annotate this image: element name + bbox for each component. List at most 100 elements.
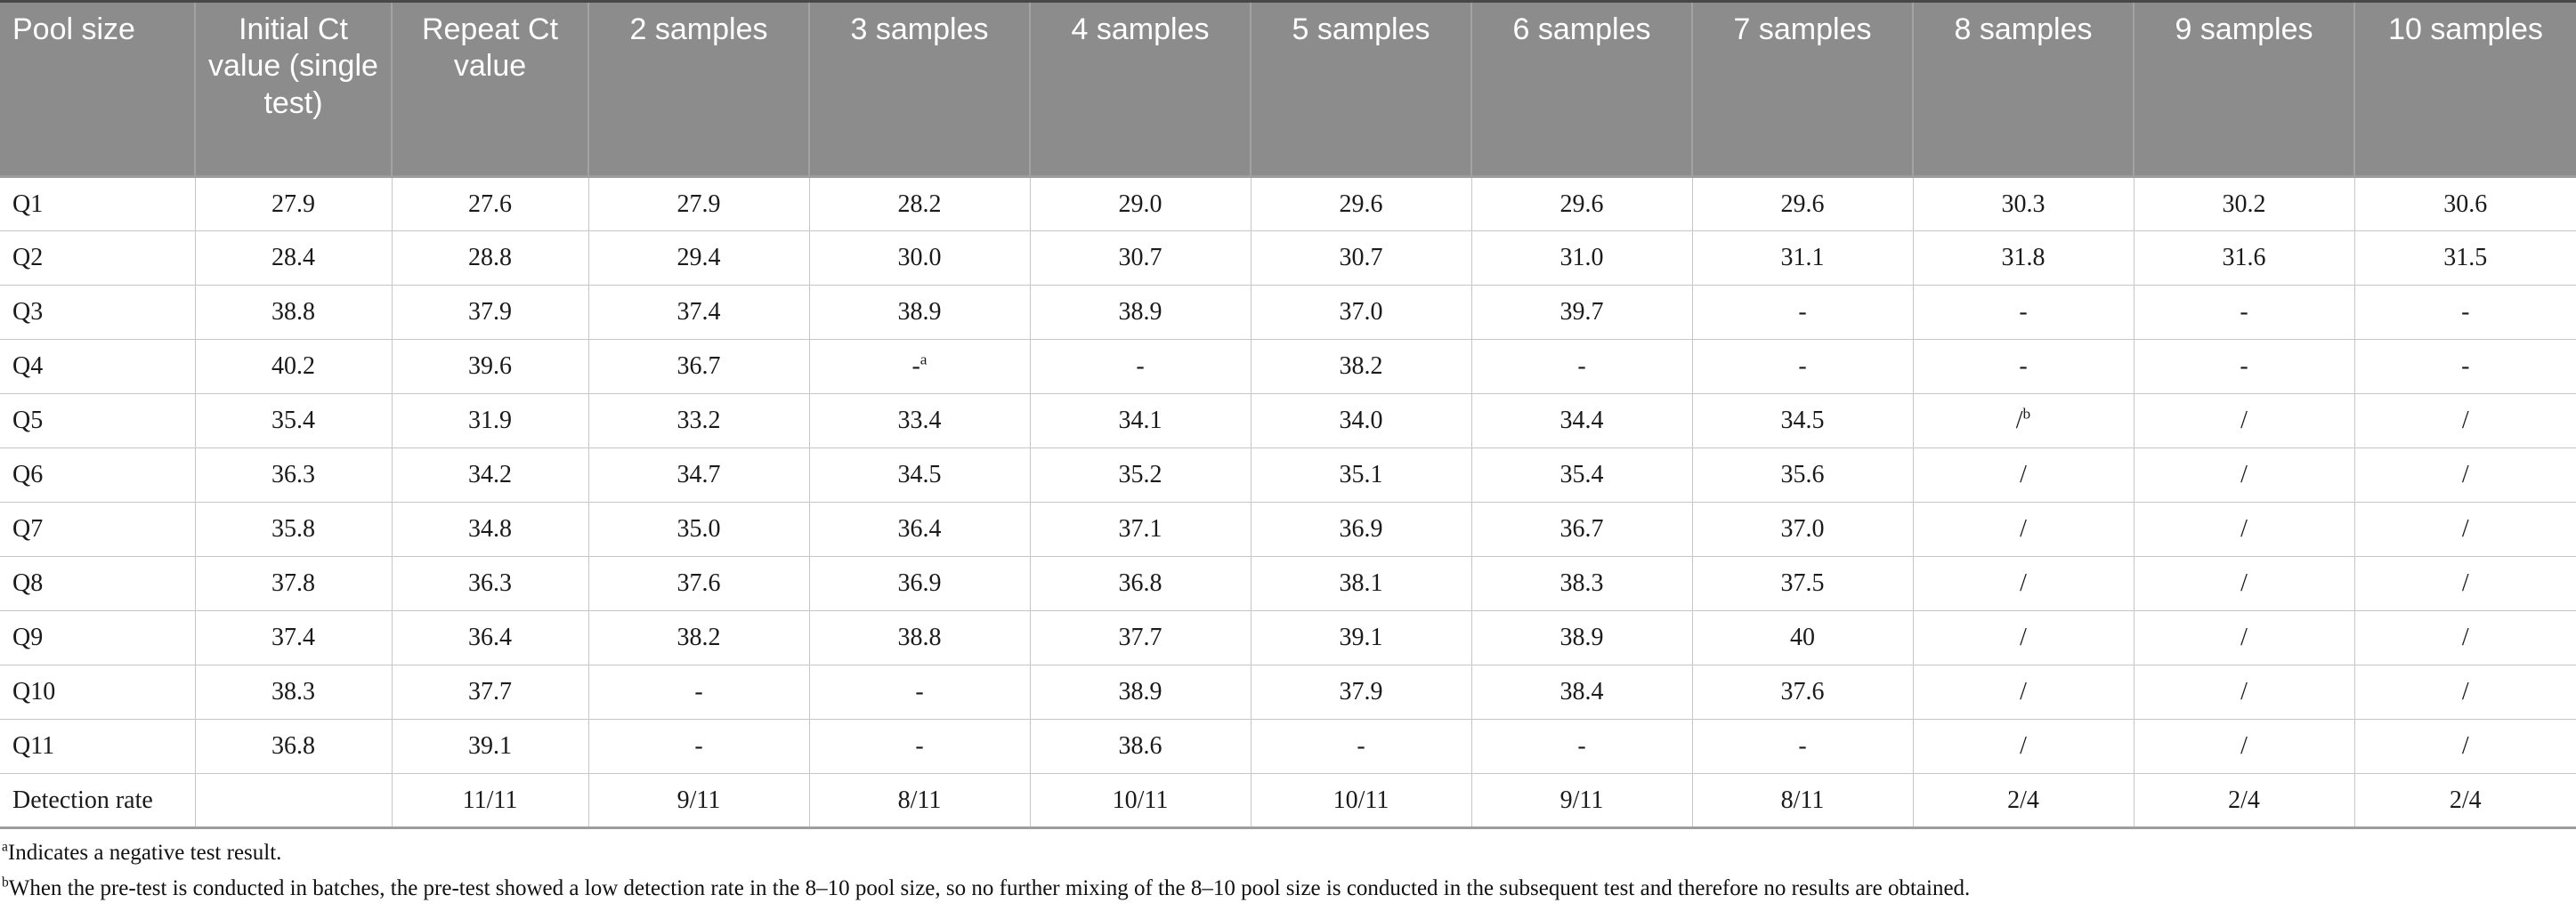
value-cell: - bbox=[2133, 285, 2355, 340]
footnote-b-text: When the pre-test is conducted in batche… bbox=[8, 875, 1971, 900]
value-cell: 37.1 bbox=[1029, 502, 1252, 557]
value-cell: 27.9 bbox=[587, 176, 810, 231]
footnote-a: aIndicates a negative test result. bbox=[2, 838, 2574, 868]
value-cell: / bbox=[2353, 447, 2576, 503]
value-cell: - bbox=[587, 665, 810, 720]
value-cell: 39.1 bbox=[1250, 610, 1472, 665]
value-cell: 39.7 bbox=[1470, 285, 1693, 340]
value-cell: 34.7 bbox=[587, 447, 810, 503]
value-cell: 37.4 bbox=[194, 610, 393, 665]
value-cell bbox=[194, 773, 393, 828]
table-row: Detection rate 11/11 9/11 8/11 10/11 10/11 9/1… bbox=[0, 773, 2576, 828]
value-cell: - bbox=[1691, 719, 1914, 774]
table-row: Q9 37.4 36.4 38.2 38.8 37.7 39.1 38.9 40// / bbox=[0, 610, 2576, 665]
value-cell: 37.7 bbox=[1029, 610, 1252, 665]
value-cell: 38.1 bbox=[1250, 556, 1472, 611]
value-cell: - bbox=[2353, 285, 2576, 340]
value-cell: 36.9 bbox=[1250, 502, 1472, 557]
value-cell: 29.0 bbox=[1029, 176, 1252, 231]
value-cell: 30.7 bbox=[1029, 230, 1252, 286]
value-cell: 29.6 bbox=[1250, 176, 1472, 231]
value-cell: 38.9 bbox=[1029, 285, 1252, 340]
value-cell: / bbox=[2133, 502, 2355, 557]
value-cell: 37.5 bbox=[1691, 556, 1914, 611]
value-cell: 35.1 bbox=[1250, 447, 1472, 503]
value-cell: 31.0 bbox=[1470, 230, 1693, 286]
row-label-cell: Q8 bbox=[0, 556, 196, 611]
value-cell: 35.0 bbox=[587, 502, 810, 557]
value-cell: 35.2 bbox=[1029, 447, 1252, 503]
value-cell: / bbox=[2133, 610, 2355, 665]
value-cell: / bbox=[1912, 556, 2135, 611]
row-label-cell: Detection rate bbox=[0, 773, 196, 828]
value-cell: 39.1 bbox=[391, 719, 589, 774]
value-cell: 39.6 bbox=[391, 339, 589, 394]
value-cell: 36.7 bbox=[1470, 502, 1693, 557]
value-cell: 27.6 bbox=[391, 176, 589, 231]
header-cell: Repeat Ct value bbox=[391, 1, 588, 178]
row-label-cell: Q10 bbox=[0, 665, 196, 720]
value-cell: 38.9 bbox=[1029, 665, 1252, 720]
value-cell: 31.5 bbox=[2353, 230, 2576, 286]
value-cell: / bbox=[2133, 719, 2355, 774]
value-cell: 34.5 bbox=[808, 447, 1031, 503]
value-cell: / bbox=[2133, 393, 2355, 448]
value-cell: 29.6 bbox=[1470, 176, 1693, 231]
row-label-cell: Q3 bbox=[0, 285, 196, 340]
value-cell: 36.3 bbox=[194, 447, 393, 503]
value-cell: / bbox=[1912, 447, 2135, 503]
value-cell: 8/11 bbox=[808, 773, 1031, 828]
value-cell: 40.2 bbox=[194, 339, 393, 394]
table-row: Q4 40.2 39.6 36.7 -a -38.2- - - - - bbox=[0, 339, 2576, 394]
value-cell: 36.8 bbox=[194, 719, 393, 774]
value-cell: 38.2 bbox=[587, 610, 810, 665]
value-cell: 9/11 bbox=[587, 773, 810, 828]
value-cell: 29.4 bbox=[587, 230, 810, 286]
table-row: Q6 36.3 34.2 34.7 34.5 35.2 35.1 35.4 35.6// / bbox=[0, 447, 2576, 503]
value-cell: 38.9 bbox=[808, 285, 1031, 340]
value-cell: 29.6 bbox=[1691, 176, 1914, 231]
value-cell: 37.0 bbox=[1691, 502, 1914, 557]
header-cell: Pool size bbox=[0, 1, 195, 178]
value-cell: 10/11 bbox=[1250, 773, 1472, 828]
value-cell: 38.2 bbox=[1250, 339, 1472, 394]
value-cell: 2/4 bbox=[1912, 773, 2135, 828]
value-cell: 11/11 bbox=[391, 773, 589, 828]
value-cell: 35.4 bbox=[1470, 447, 1693, 503]
value-cell: - bbox=[1029, 339, 1252, 394]
value-cell: 38.4 bbox=[1470, 665, 1693, 720]
table-row: Q7 35.8 34.8 35.0 36.4 37.1 36.9 36.7 37.0// / bbox=[0, 502, 2576, 557]
value-cell: 31.1 bbox=[1691, 230, 1914, 286]
header-cell: 2 samples bbox=[587, 1, 809, 178]
row-label-cell: Q9 bbox=[0, 610, 196, 665]
value-cell: 37.6 bbox=[587, 556, 810, 611]
value-cell: 34.5 bbox=[1691, 393, 1914, 448]
value-cell: / bbox=[1912, 665, 2135, 720]
table-footnotes: aIndicates a negative test result. bWhen… bbox=[0, 829, 2576, 904]
value-cell: / bbox=[2133, 556, 2355, 611]
value-cell: 34.8 bbox=[391, 502, 589, 557]
value-cell: - bbox=[808, 665, 1031, 720]
value-cell: 28.4 bbox=[194, 230, 393, 286]
row-label-cell: Q6 bbox=[0, 447, 196, 503]
header-cell: 7 samples bbox=[1691, 1, 1913, 178]
value-cell: / bbox=[2353, 719, 2576, 774]
value-cell: 2/4 bbox=[2353, 773, 2576, 828]
value-cell: 31.8 bbox=[1912, 230, 2135, 286]
value-cell: 35.4 bbox=[194, 393, 393, 448]
value-cell: 31.9 bbox=[391, 393, 589, 448]
value-cell: 34.0 bbox=[1250, 393, 1472, 448]
results-table: Pool size Initial Ct value (single test) R… bbox=[0, 0, 2576, 829]
value-cell: 2/4 bbox=[2133, 773, 2355, 828]
value-cell: 37.9 bbox=[1250, 665, 1472, 720]
value-cell: 36.4 bbox=[391, 610, 589, 665]
value-cell: 30.6 bbox=[2353, 176, 2576, 231]
table-row: Q3 38.8 37.9 37.4 38.9 38.9 37.0 39.7- - - - bbox=[0, 285, 2576, 340]
value-cell: 38.3 bbox=[1470, 556, 1693, 611]
value-cell: 8/11 bbox=[1691, 773, 1914, 828]
value-cell: - bbox=[1250, 719, 1472, 774]
value-cell: 30.7 bbox=[1250, 230, 1472, 286]
value-cell: - bbox=[587, 719, 810, 774]
row-label-cell: Q2 bbox=[0, 230, 196, 286]
table-row: Q8 37.8 36.3 37.6 36.9 36.8 38.1 38.3 37.5// / bbox=[0, 556, 2576, 611]
